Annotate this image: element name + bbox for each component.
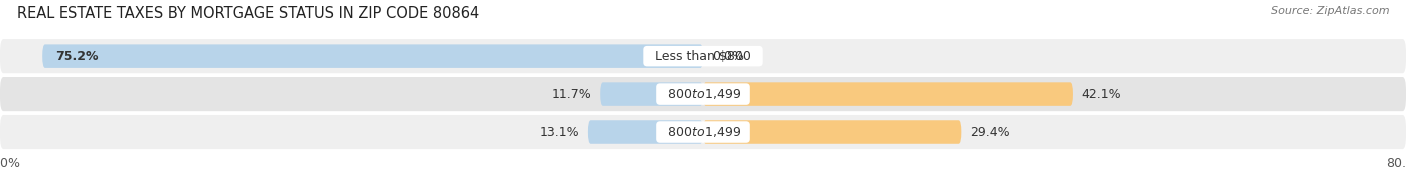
Text: 11.7%: 11.7% bbox=[551, 88, 592, 101]
Text: $800 to $1,499: $800 to $1,499 bbox=[659, 125, 747, 139]
Text: Less than $800: Less than $800 bbox=[647, 50, 759, 63]
Text: $800 to $1,499: $800 to $1,499 bbox=[659, 87, 747, 101]
FancyBboxPatch shape bbox=[703, 82, 1073, 106]
Text: Source: ZipAtlas.com: Source: ZipAtlas.com bbox=[1271, 6, 1389, 16]
FancyBboxPatch shape bbox=[42, 44, 703, 68]
FancyBboxPatch shape bbox=[600, 82, 703, 106]
Text: 0.0%: 0.0% bbox=[711, 50, 744, 63]
Text: REAL ESTATE TAXES BY MORTGAGE STATUS IN ZIP CODE 80864: REAL ESTATE TAXES BY MORTGAGE STATUS IN … bbox=[17, 6, 479, 21]
FancyBboxPatch shape bbox=[0, 39, 1406, 73]
FancyBboxPatch shape bbox=[703, 120, 962, 144]
FancyBboxPatch shape bbox=[588, 120, 703, 144]
Text: 75.2%: 75.2% bbox=[55, 50, 98, 63]
FancyBboxPatch shape bbox=[0, 115, 1406, 149]
FancyBboxPatch shape bbox=[0, 77, 1406, 111]
Text: 42.1%: 42.1% bbox=[1081, 88, 1122, 101]
Text: 29.4%: 29.4% bbox=[970, 125, 1010, 139]
Text: 13.1%: 13.1% bbox=[540, 125, 579, 139]
